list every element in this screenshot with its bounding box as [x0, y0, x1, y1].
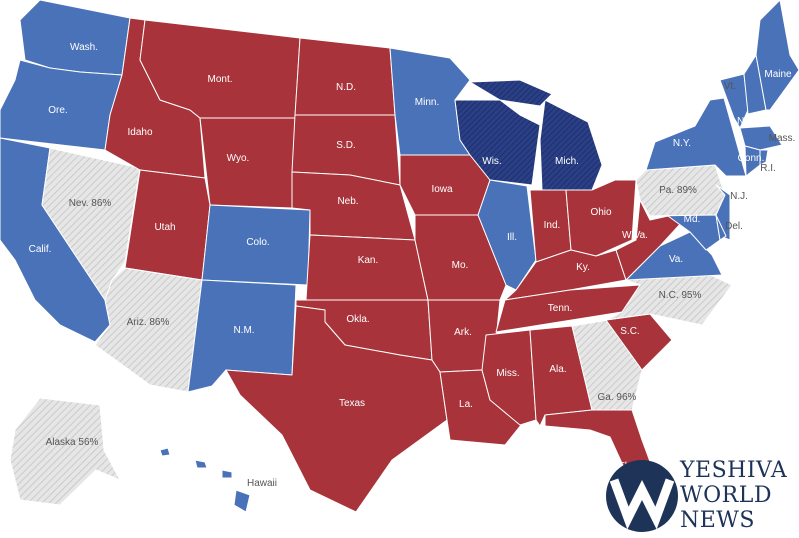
state-label-vt: Vt. — [724, 81, 736, 92]
state-shape[interactable] — [305, 234, 429, 301]
state-shape[interactable] — [225, 305, 448, 513]
state-label-ny: N.Y. — [673, 138, 691, 149]
state-ma[interactable] — [739, 125, 783, 151]
state-shape[interactable] — [645, 97, 747, 177]
state-label-ak: Alaska 56% — [46, 437, 99, 448]
state-shape[interactable] — [94, 267, 203, 393]
state-shape[interactable] — [194, 459, 208, 469]
state-label-ut: Utah — [154, 222, 175, 233]
state-ks[interactable] — [305, 234, 429, 301]
state-label-nm: N.M. — [233, 325, 254, 336]
state-ny[interactable] — [645, 97, 747, 177]
state-label-al: Ala. — [549, 364, 566, 375]
state-shape[interactable] — [755, 0, 799, 111]
state-me[interactable] — [755, 0, 799, 111]
state-shape[interactable] — [539, 99, 603, 191]
state-shape[interactable] — [233, 489, 251, 513]
state-shape[interactable] — [739, 125, 783, 151]
state-label-nd: N.D. — [336, 82, 356, 93]
state-label-de: Del. — [725, 221, 743, 232]
state-label-md: Md. — [684, 214, 701, 225]
state-label-tn: Tenn. — [548, 303, 572, 314]
state-label-ms: Miss. — [496, 368, 519, 379]
state-label-ri: R.I. — [760, 163, 776, 174]
state-wi[interactable] — [454, 99, 541, 186]
state-label-wa: Wash. — [70, 42, 98, 53]
state-hi[interactable] — [159, 447, 251, 513]
state-ak[interactable] — [9, 397, 121, 506]
state-label-ok: Okla. — [346, 314, 369, 325]
state-shape[interactable] — [719, 73, 749, 129]
state-label-ar: Ark. — [454, 327, 472, 338]
state-label-va: Va. — [669, 254, 683, 265]
state-label-mt: Mont. — [207, 74, 232, 85]
state-label-sd: S.D. — [336, 140, 355, 151]
state-shape[interactable] — [715, 214, 727, 241]
state-shape[interactable] — [565, 179, 637, 257]
state-label-tx: Texas — [339, 398, 365, 409]
state-shape[interactable] — [477, 179, 537, 291]
state-shape[interactable] — [469, 79, 553, 107]
state-label-sc: S.C. — [620, 326, 639, 337]
state-label-in: Ind. — [544, 220, 561, 231]
state-label-mi: Mich. — [555, 156, 579, 167]
state-label-hi: Hawaii — [247, 478, 277, 489]
state-label-ca: Calif. — [29, 244, 52, 255]
state-label-wy: Wyo. — [227, 153, 250, 164]
state-label-id: Idaho — [127, 127, 152, 138]
state-label-ks: Kan. — [358, 255, 379, 266]
state-label-pa: Pa. 89% — [659, 185, 697, 196]
state-nd[interactable] — [294, 37, 396, 116]
state-oh[interactable] — [565, 179, 637, 257]
state-il[interactable] — [477, 179, 537, 291]
state-label-me: Maine — [764, 69, 792, 80]
state-shape[interactable] — [759, 149, 769, 166]
state-az[interactable] — [94, 267, 203, 393]
state-label-nv: Nev. 86% — [69, 198, 112, 209]
state-label-wi: Wis. — [482, 156, 501, 167]
logo-mark-icon — [606, 460, 678, 532]
state-tx[interactable] — [225, 305, 448, 513]
state-label-ma: Mass. — [769, 133, 796, 144]
state-label-ne: Neb. — [337, 196, 358, 207]
yeshiva-world-news-logo: YESHIVA WORLD NEWS — [604, 458, 799, 533]
state-shape[interactable] — [9, 397, 121, 506]
logo-line-1: YESHIVA — [680, 458, 788, 483]
state-label-la: La. — [459, 399, 473, 410]
logo-line-2: WORLD — [680, 483, 772, 508]
state-wa[interactable] — [19, 0, 131, 76]
state-mi[interactable] — [469, 79, 603, 191]
state-vt[interactable] — [719, 73, 749, 129]
state-label-mn: Minn. — [415, 97, 439, 108]
state-shape[interactable] — [571, 319, 643, 411]
state-label-oh: Ohio — [590, 207, 612, 218]
state-label-ct: Conn. — [738, 153, 765, 164]
state-label-or: Ore. — [48, 105, 67, 116]
state-shape[interactable] — [19, 0, 131, 76]
logo-line-3: NEWS — [680, 508, 755, 533]
state-label-nj: N.J. — [730, 191, 748, 202]
state-de[interactable] — [715, 214, 727, 241]
state-ri[interactable] — [759, 149, 769, 166]
state-label-ky: Ky. — [576, 262, 590, 273]
state-shape[interactable] — [454, 99, 541, 186]
state-label-ga: Ga. 96% — [598, 392, 637, 403]
state-label-mo: Mo. — [452, 260, 469, 271]
state-label-wv: W.Va. — [622, 230, 648, 241]
state-label-il: Ill. — [507, 232, 517, 243]
state-shape[interactable] — [221, 469, 233, 479]
state-shape[interactable] — [294, 37, 396, 116]
state-ga[interactable] — [571, 319, 643, 411]
state-label-az: Ariz. 86% — [127, 317, 170, 328]
state-shape[interactable] — [159, 447, 171, 457]
state-label-nh: N.H. — [737, 116, 757, 127]
state-label-nc: N.C. 95% — [659, 290, 702, 301]
state-label-ia: Iowa — [431, 184, 453, 195]
state-label-co: Colo. — [246, 237, 269, 248]
